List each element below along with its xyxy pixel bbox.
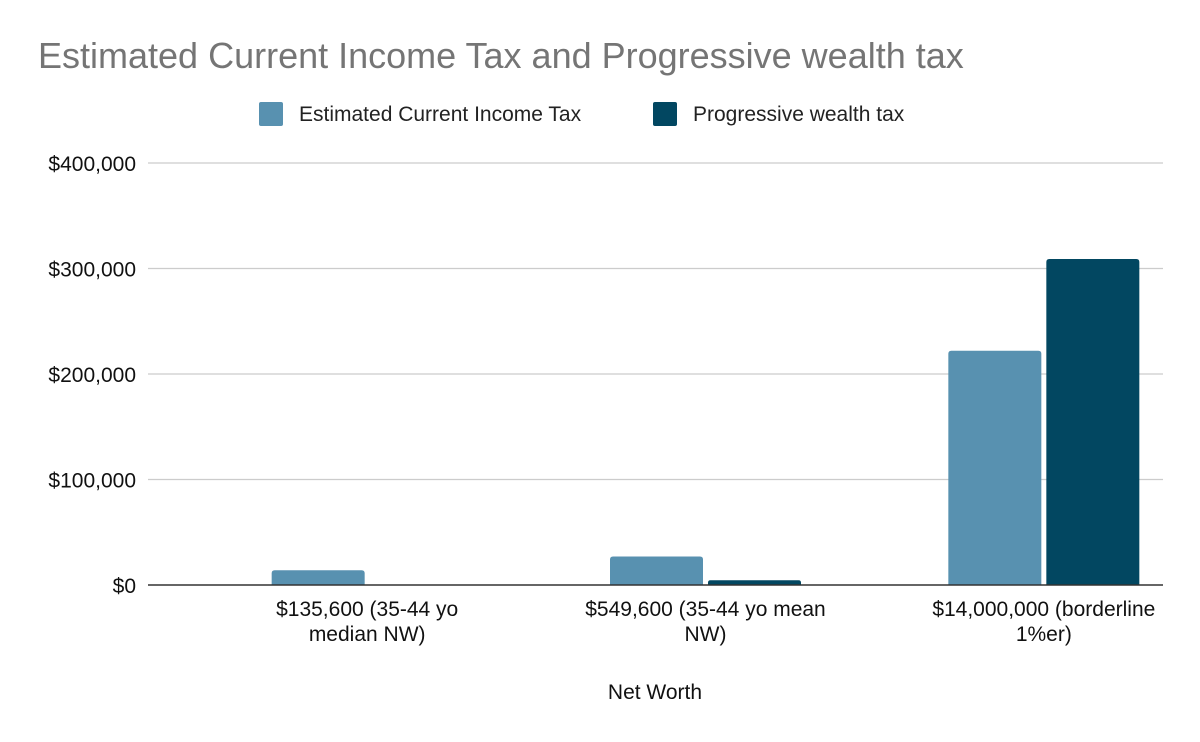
y-tick-label: $400,000 [48, 153, 136, 176]
y-tick-label: $200,000 [48, 364, 136, 387]
chart-title: Estimated Current Income Tax and Progres… [38, 35, 964, 76]
legend: Estimated Current Income Tax Progressive … [259, 102, 905, 126]
legend-swatch [653, 102, 677, 126]
legend-label: Progressive wealth tax [693, 103, 905, 126]
x-axis-title: Net Worth [608, 681, 702, 704]
y-tick-label: $100,000 [48, 470, 136, 493]
x-tick-label: $549,600 (35-44 yo mean [585, 598, 826, 621]
bar-wealth-tax [1046, 259, 1140, 585]
x-tick-label: 1%er) [1016, 623, 1072, 646]
bar-wealth-tax [708, 580, 801, 585]
x-tick-label: $135,600 (35-44 yo [276, 598, 458, 621]
bar-income-tax [271, 570, 365, 585]
x-tick-label: NW) [685, 623, 727, 646]
x-tick-label: $14,000,000 (borderline [932, 598, 1155, 621]
bar-income-tax [610, 556, 703, 585]
y-axis: $0 $100,000 $200,000 $300,000 $400,000 [48, 153, 136, 598]
legend-swatch [259, 102, 283, 126]
legend-label: Estimated Current Income Tax [299, 103, 582, 126]
bar-income-tax [948, 350, 1042, 585]
y-tick-label: $0 [113, 575, 136, 598]
x-tick-label: median NW) [309, 623, 426, 646]
bars [271, 259, 1140, 585]
y-tick-label: $300,000 [48, 259, 136, 282]
